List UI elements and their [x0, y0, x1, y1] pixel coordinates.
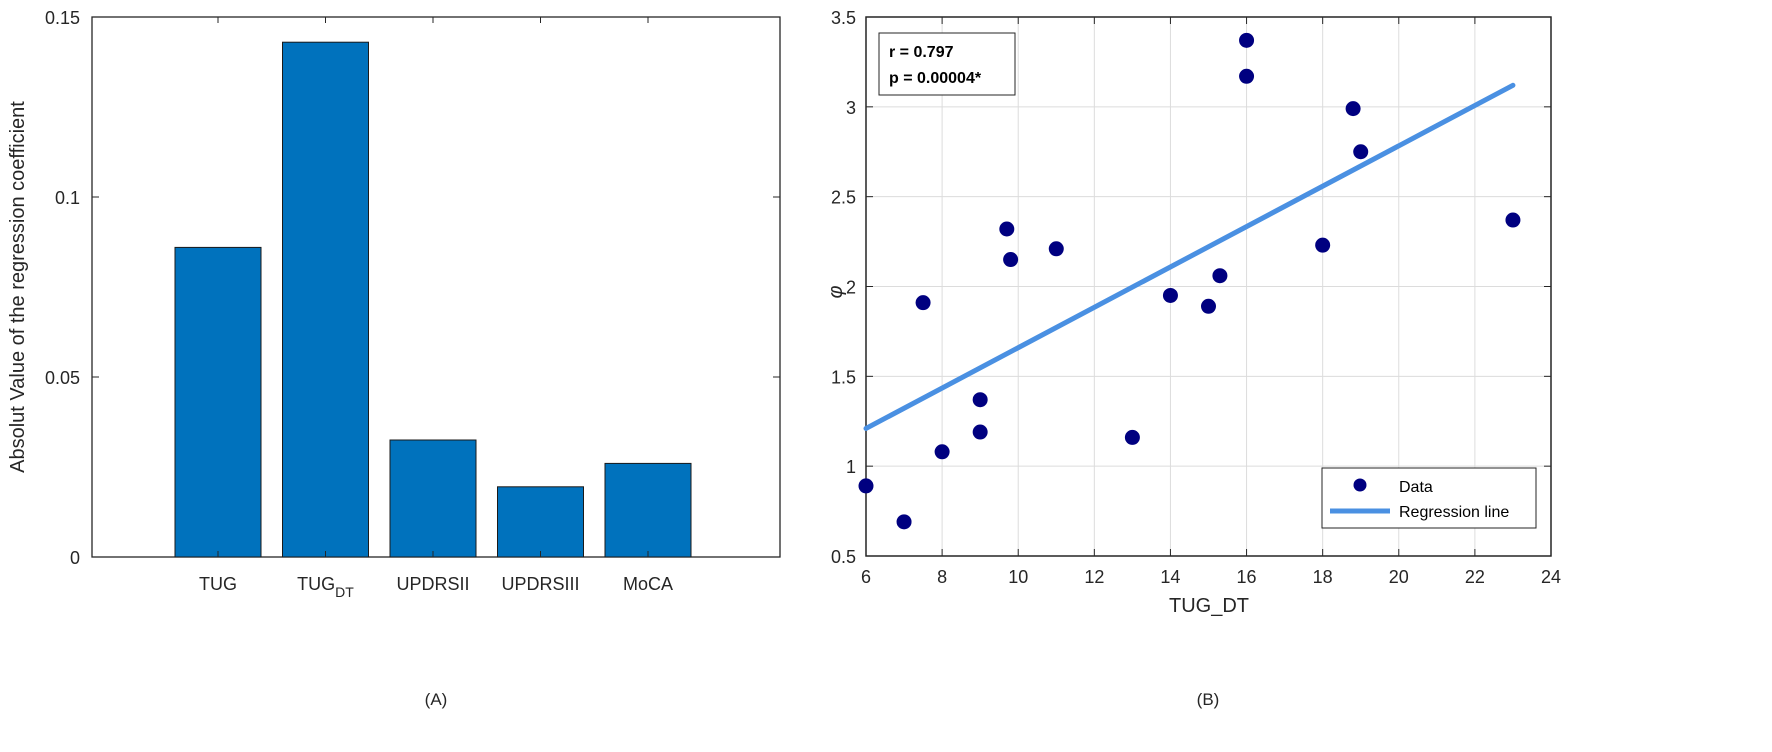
x-tick-label: 20 [1389, 567, 1409, 587]
data-point [1315, 237, 1331, 253]
y-tick-label: 3.5 [831, 8, 856, 28]
data-point [1212, 268, 1228, 284]
bar-4 [604, 462, 692, 558]
data-point [1201, 298, 1216, 314]
data-point [934, 444, 950, 460]
scatter-points [858, 32, 1521, 530]
legend-entry-regression: Regression line [1399, 504, 1509, 521]
stats-p-value: p = 0.00004* [889, 70, 982, 87]
x-tick-label: MoCA [623, 574, 673, 594]
bar-2 [389, 439, 477, 558]
stats-annotation: r = 0.797 p = 0.00004* [878, 32, 1016, 96]
panel-label-b: (B) [1197, 690, 1220, 709]
y-tick-label: 3 [846, 98, 856, 118]
data-point [1345, 101, 1361, 117]
data-point [915, 295, 931, 311]
data-point [1124, 429, 1140, 445]
data-point [896, 514, 912, 530]
x-tick-label-main: UPDRSII [396, 574, 469, 594]
bar-3 [497, 486, 584, 558]
x-tick-label-main: TUG [297, 574, 335, 594]
data-point [1048, 241, 1064, 257]
x-tick-label-main: MoCA [623, 574, 673, 594]
stats-r-value: r = 0.797 [889, 44, 954, 61]
data-point [1003, 252, 1019, 268]
y-tick-label: 1 [846, 457, 856, 477]
bar-chart-panel-a: 00.050.10.15 TUG TUGDT UPDRSII UPDRSIII MoCA… [7, 8, 781, 709]
y-tick-label: 1.5 [831, 367, 856, 387]
legend-box [1321, 467, 1537, 529]
stats-annotation-box [878, 32, 1016, 96]
x-tick-label: TUG [199, 574, 237, 594]
x-tick-label: 16 [1237, 567, 1257, 587]
bar-0 [174, 246, 262, 558]
data-point [972, 392, 988, 408]
x-tick-label: 8 [937, 567, 947, 587]
panel-label-a: (A) [425, 690, 448, 709]
y-tick-label: 0.05 [45, 368, 80, 388]
y-tick-label: 0 [70, 548, 80, 568]
legend: Data Regression line [1321, 467, 1537, 529]
data-point [999, 221, 1015, 237]
scatter-x-axis-label: TUG_DT [1169, 595, 1249, 617]
x-tick-label: 10 [1008, 567, 1028, 587]
scatter-chart-panel-b: 6 8 10 12 14 16 18 20 22 24 0.5 1 1.5 2 2.5 3 3.5 r = 0… [825, 8, 1561, 709]
x-tick-label: 22 [1465, 567, 1485, 587]
y-axis-ticks: 0.5 1 1.5 2 2.5 3 3.5 [831, 8, 1551, 567]
data-point [1353, 144, 1369, 160]
y-tick-label: 0.5 [831, 547, 856, 567]
y-axis-ticks: 0 0.05 0.1 0.15 [45, 8, 780, 568]
y-tick-label: 0.15 [45, 8, 80, 28]
x-tick-label: 14 [1160, 567, 1180, 587]
legend-data-marker [1353, 478, 1367, 492]
data-point [1239, 32, 1255, 48]
data-point [1162, 287, 1178, 303]
bar-series [174, 41, 692, 558]
x-tick-label: 18 [1313, 567, 1333, 587]
bar-chart-y-axis-label: Absolut Value of the regression coeffici… [7, 101, 29, 473]
y-tick-label: 2.5 [831, 188, 856, 208]
data-point [1505, 212, 1521, 228]
x-tick-label: 12 [1084, 567, 1104, 587]
data-point [858, 478, 874, 494]
y-tick-label: 2 [846, 278, 856, 298]
data-point [1239, 68, 1255, 84]
x-axis-ticks: TUG TUGDT UPDRSII UPDRSIII MoCA [199, 17, 673, 600]
data-point [972, 424, 988, 440]
legend-entry-data: Data [1399, 479, 1433, 496]
x-tick-label: 6 [861, 567, 871, 587]
x-tick-label-main: UPDRSIII [501, 574, 579, 594]
x-tick-label: TUGDT [297, 574, 354, 600]
x-tick-label: UPDRSIII [501, 574, 579, 594]
x-tick-label: UPDRSII [396, 574, 469, 594]
regression-line [863, 82, 1516, 431]
x-tick-label: 24 [1541, 567, 1561, 587]
y-tick-label: 0.1 [55, 188, 80, 208]
x-axis-ticks: 6 8 10 12 14 16 18 20 22 24 [861, 17, 1561, 587]
bar-1 [282, 41, 369, 558]
x-tick-label-main: TUG [199, 574, 237, 594]
x-tick-label-subscript: DT [335, 584, 354, 600]
scatter-y-axis-label: φ [825, 285, 847, 298]
